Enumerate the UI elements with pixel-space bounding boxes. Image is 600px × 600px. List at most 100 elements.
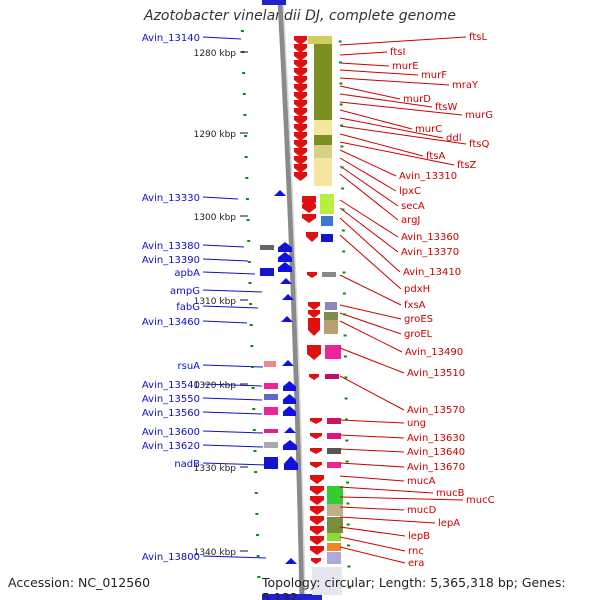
gene-strip-segment <box>314 145 332 158</box>
forward-leader-line <box>202 289 263 293</box>
gene-block <box>325 345 341 359</box>
reverse-leader-line <box>339 217 401 273</box>
reverse-leader-line <box>339 165 399 207</box>
reverse-gene-arrow <box>294 108 307 117</box>
reverse-leader-line <box>339 462 405 468</box>
gene-block <box>264 394 278 400</box>
scale-dot <box>347 586 351 589</box>
reverse-gene-arrow <box>294 76 307 85</box>
gene-strip-segment <box>314 158 332 172</box>
scale-dot <box>254 492 258 494</box>
forward-gene-arrow <box>280 278 292 284</box>
scale-dot <box>346 523 350 526</box>
scale-dot <box>343 313 347 316</box>
reverse-gene-arrow <box>294 172 307 181</box>
reverse-gene-arrow <box>310 496 324 505</box>
gene-strip-segment <box>314 135 332 145</box>
forward-leader-line <box>202 196 239 200</box>
scale-dot <box>341 229 345 232</box>
reverse-leader-line <box>339 506 405 511</box>
forward-leader-line <box>202 36 242 40</box>
reverse-leader-line <box>339 475 405 482</box>
scale-dot <box>339 82 343 85</box>
reverse-gene-label: Avin_13360 <box>401 232 459 243</box>
genome-title: Azotobacter vinelandii DJ, complete geno… <box>144 8 456 24</box>
reverse-gene-arrow <box>294 116 307 125</box>
reverse-gene-label: Avin_13570 <box>407 405 465 416</box>
reverse-gene-arrow <box>294 52 307 61</box>
gene-block <box>324 320 338 334</box>
reverse-gene-arrow <box>311 558 321 564</box>
reverse-gene-label: argJ <box>401 215 420 226</box>
gene-block <box>264 361 276 367</box>
reverse-gene-label: ftsA <box>426 151 445 162</box>
scale-dot <box>257 576 261 578</box>
reverse-leader-line <box>339 85 401 100</box>
scale-dot <box>340 166 344 169</box>
gene-block <box>321 234 333 242</box>
reverse-gene-label: murG <box>465 110 493 121</box>
reverse-leader-line <box>339 117 444 139</box>
reverse-gene-label: ddl <box>446 133 461 144</box>
reverse-leader-line <box>339 434 405 439</box>
scale-dot <box>341 208 345 211</box>
forward-gene-arrow <box>283 394 296 404</box>
reverse-gene-label: ung <box>407 418 426 429</box>
forward-leader-line <box>202 383 263 387</box>
reverse-leader-line <box>339 486 434 494</box>
forward-leader-line <box>202 462 269 466</box>
forward-gene-arrow <box>283 381 296 391</box>
reverse-gene-arrow <box>307 272 317 278</box>
reverse-gene-arrow <box>294 148 307 157</box>
scale-dot <box>251 387 255 389</box>
forward-gene-arrow <box>278 242 292 252</box>
gene-block <box>327 433 341 439</box>
forward-leader-line <box>202 397 263 401</box>
reverse-gene-arrow <box>310 516 324 525</box>
reverse-gene-arrow <box>310 462 322 468</box>
kbp-tick-label: 1290 kbp <box>194 130 237 140</box>
forward-leader-line <box>202 305 259 309</box>
reverse-gene-arrow <box>310 526 324 535</box>
reverse-gene-arrow <box>294 36 307 45</box>
gene-block <box>320 194 334 214</box>
forward-leader-line <box>202 364 264 368</box>
scale-dot <box>345 439 349 442</box>
reverse-leader-line <box>339 173 399 221</box>
scale-dot <box>343 355 347 358</box>
reverse-leader-line <box>339 234 402 290</box>
edge-block <box>262 0 286 5</box>
scale-dot <box>342 271 346 274</box>
scale-dot <box>252 429 256 431</box>
reverse-gene-label: Avin_13670 <box>407 462 465 473</box>
forward-gene-label: Avin_13380 <box>142 241 200 252</box>
scale-dot <box>339 61 343 64</box>
gene-block <box>321 216 333 226</box>
forward-gene-arrow <box>278 262 292 272</box>
reverse-leader-line <box>339 109 413 130</box>
gene-block <box>327 517 343 533</box>
reverse-gene-label: mucD <box>407 505 437 516</box>
scale-dot <box>244 156 248 158</box>
reverse-gene-arrow <box>302 196 316 210</box>
reverse-leader-line <box>339 496 464 501</box>
gene-block <box>327 486 343 504</box>
reverse-gene-label: lepA <box>438 518 460 529</box>
scale-dot <box>252 408 256 410</box>
reverse-leader-line <box>339 51 388 56</box>
reverse-leader-line <box>339 36 467 46</box>
scale-dot <box>340 145 344 148</box>
reverse-gene-arrow <box>294 124 307 133</box>
forward-gene-label: ampG <box>170 286 200 297</box>
kbp-tick-label: 1340 kbp <box>194 548 237 558</box>
reverse-gene-arrow <box>310 475 324 484</box>
forward-gene-label: nadB <box>174 459 200 470</box>
scale-dot <box>344 376 348 379</box>
reverse-leader-line <box>339 304 402 320</box>
gene-block <box>264 383 278 389</box>
forward-leader-line <box>202 444 264 448</box>
scale-dot <box>346 481 350 484</box>
scale-dot <box>346 502 350 505</box>
scale-dot <box>245 177 249 179</box>
